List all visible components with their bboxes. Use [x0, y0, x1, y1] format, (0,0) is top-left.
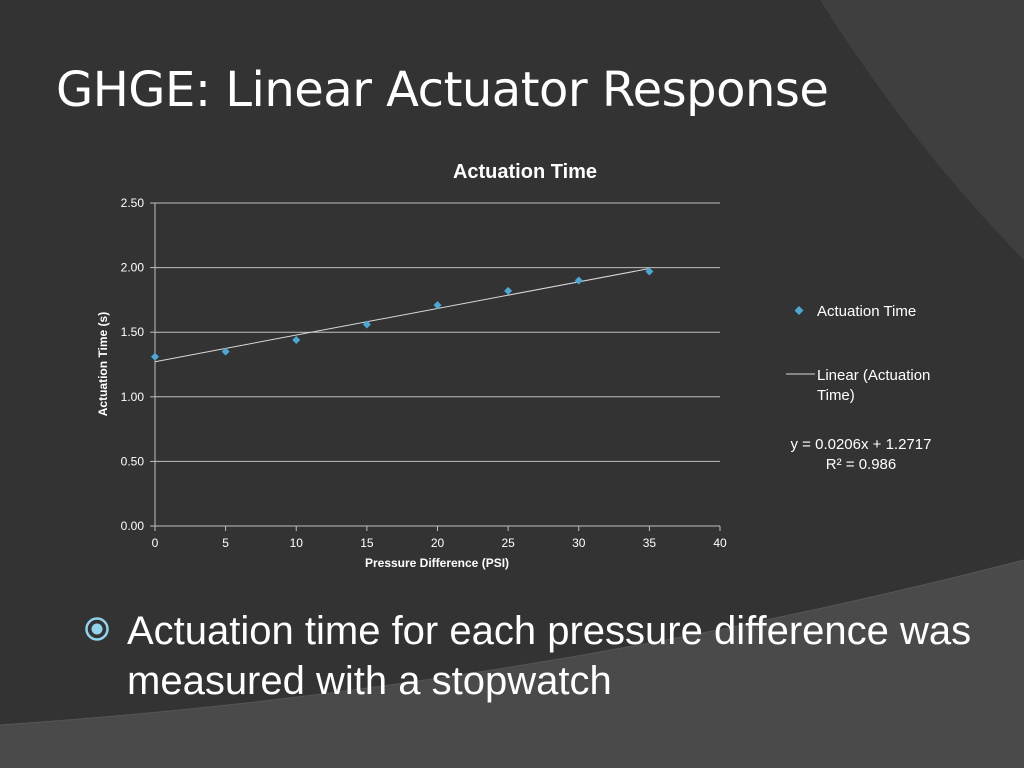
legend-label-series: Actuation Time [817, 303, 916, 320]
data-point [292, 335, 301, 344]
y-tick-label: 1.50 [121, 325, 145, 339]
y-tick-label: 0.50 [121, 454, 145, 468]
legend-marker-diamond [794, 306, 804, 315]
x-tick-label: 5 [222, 536, 229, 550]
x-tick-label: 10 [290, 536, 304, 550]
x-tick-label: 15 [360, 536, 374, 550]
y-tick-label: 2.00 [121, 261, 145, 275]
y-tick-label: 2.50 [121, 196, 145, 210]
trendline-path [154, 268, 650, 363]
chart-title: Actuation Time [453, 161, 597, 183]
trendline-equation: y = 0.0206x + 1.2717 [791, 436, 932, 453]
y-tick-labels: 0.00 0.50 1.00 1.50 2.00 2.50 [121, 196, 145, 533]
data-point [504, 286, 513, 295]
slide-title: GHGE: Linear Actuator Response [56, 62, 829, 118]
data-point [433, 301, 442, 310]
chart-legend: Actuation Time Linear (Actuation Time) [786, 303, 935, 404]
x-tick-labels: 0 5 10 15 20 25 30 35 40 [152, 536, 727, 550]
x-tick-label: 40 [713, 536, 727, 550]
data-points [151, 267, 654, 361]
legend-label-trendline: Linear (Actuation Time) [817, 367, 935, 404]
bullet-text: Actuation time for each pressure differe… [127, 609, 972, 703]
data-point [151, 352, 159, 361]
circled-dot-icon [85, 617, 109, 641]
data-point [362, 320, 371, 329]
data-point [221, 347, 230, 356]
trendline [154, 268, 650, 363]
chart-gridlines [155, 202, 720, 462]
x-tick-label: 25 [501, 536, 515, 550]
y-tick-label: 0.00 [121, 519, 145, 533]
data-point [645, 267, 654, 276]
x-tick-label: 0 [152, 536, 159, 550]
x-tick-label: 30 [572, 536, 586, 550]
chart-axes [150, 202, 721, 531]
data-point [574, 276, 583, 285]
x-tick-label: 20 [431, 536, 445, 550]
y-tick-label: 1.00 [121, 390, 145, 404]
y-axis-label: Actuation Time (s) [96, 312, 110, 416]
x-axis-label: Pressure Difference (PSI) [365, 556, 509, 570]
trendline-r-squared: R² = 0.986 [826, 456, 896, 473]
x-tick-label: 35 [643, 536, 657, 550]
